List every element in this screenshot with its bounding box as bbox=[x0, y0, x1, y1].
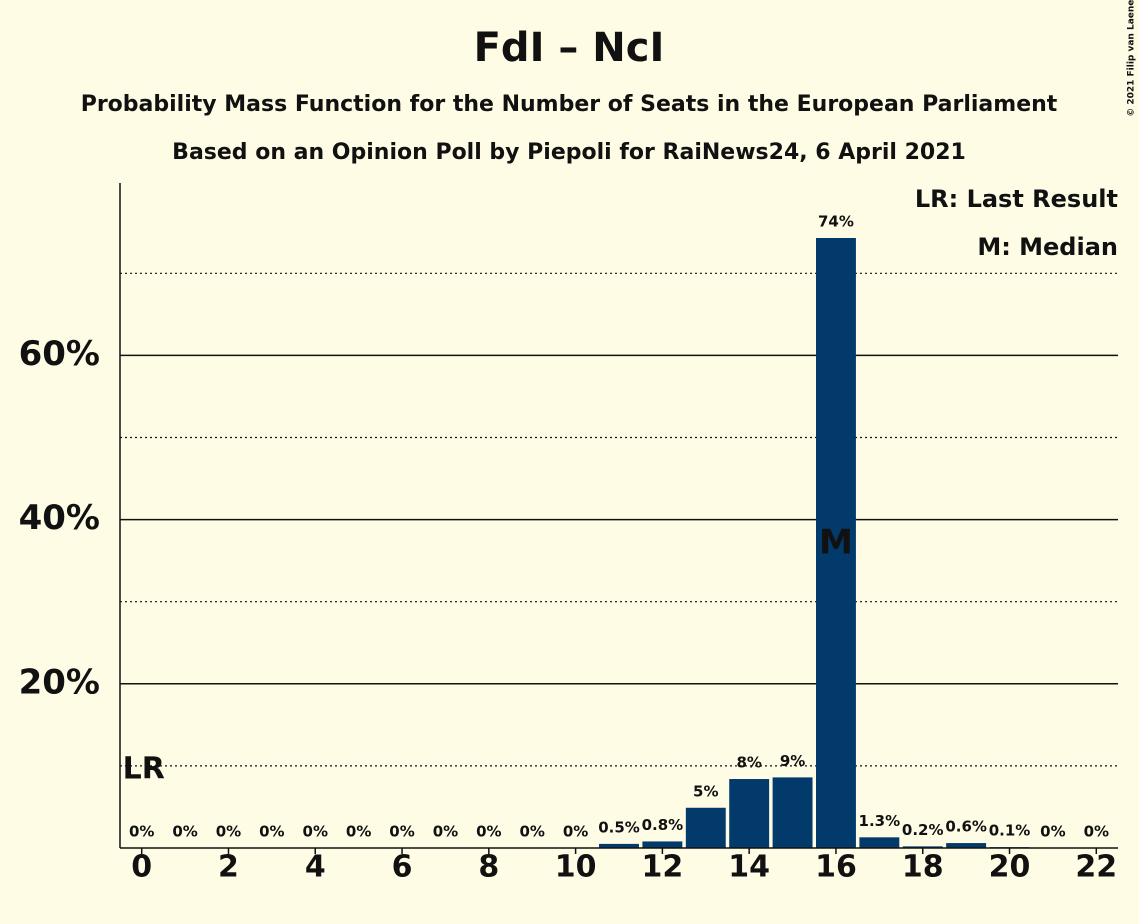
x-tick-label: 0 bbox=[131, 850, 152, 885]
value-label: 8% bbox=[736, 754, 761, 772]
copyright: © 2021 Filip van Laenen bbox=[1127, 0, 1137, 117]
x-tick-label: 10 bbox=[555, 850, 597, 885]
value-label: 0.5% bbox=[598, 818, 640, 836]
value-label: 0% bbox=[1040, 823, 1065, 841]
value-label: 0% bbox=[1084, 823, 1109, 841]
chart-subtitle: Probability Mass Function for the Number… bbox=[81, 92, 1058, 117]
value-label: 0.2% bbox=[902, 821, 944, 839]
annotation: M bbox=[819, 523, 853, 563]
bar bbox=[772, 777, 813, 848]
y-tick-label: 40% bbox=[19, 498, 100, 538]
value-label: 5% bbox=[693, 782, 718, 800]
x-tick-label: 20 bbox=[989, 850, 1031, 885]
bar bbox=[685, 807, 726, 848]
bar bbox=[859, 837, 900, 848]
y-tick-label: 20% bbox=[19, 662, 100, 702]
value-label: 9% bbox=[780, 752, 805, 770]
legend-entry: LR: Last Result bbox=[915, 185, 1118, 213]
value-label: 0% bbox=[346, 823, 371, 841]
chart-title: FdI – NcI bbox=[474, 25, 665, 71]
value-label: 0% bbox=[519, 823, 544, 841]
bar bbox=[599, 843, 639, 848]
bar bbox=[815, 238, 856, 849]
y-tick-label: 60% bbox=[19, 334, 100, 374]
x-tick-label: 6 bbox=[392, 850, 413, 885]
legend-entry: M: Median bbox=[977, 233, 1118, 261]
value-label: 0% bbox=[129, 823, 154, 841]
value-label: 0% bbox=[433, 823, 458, 841]
value-label: 0.8% bbox=[642, 816, 684, 834]
x-tick-label: 22 bbox=[1075, 850, 1117, 885]
value-label: 0% bbox=[172, 823, 197, 841]
value-label: 0% bbox=[389, 823, 414, 841]
x-tick-label: 18 bbox=[902, 850, 944, 885]
value-label: 0% bbox=[563, 823, 588, 841]
value-label: 0% bbox=[303, 823, 328, 841]
bar bbox=[729, 779, 770, 848]
x-tick-label: 14 bbox=[728, 850, 770, 885]
bar bbox=[902, 846, 943, 848]
value-label: 74% bbox=[818, 213, 854, 231]
x-tick-label: 12 bbox=[642, 850, 684, 885]
x-tick-label: 2 bbox=[218, 850, 239, 885]
value-label: 0% bbox=[476, 823, 501, 841]
bar bbox=[946, 843, 987, 848]
value-label: 0% bbox=[259, 823, 284, 841]
x-tick-label: 8 bbox=[478, 850, 499, 885]
chart-subtitle: Based on an Opinion Poll by Piepoli for … bbox=[172, 140, 966, 165]
value-label: 0.1% bbox=[989, 822, 1031, 840]
x-tick-label: 16 bbox=[815, 850, 857, 885]
value-label: 1.3% bbox=[859, 812, 901, 830]
bar bbox=[642, 841, 683, 848]
annotation: LR bbox=[123, 752, 165, 787]
value-label: 0.6% bbox=[945, 818, 987, 836]
x-tick-label: 4 bbox=[305, 850, 326, 885]
value-label: 0% bbox=[216, 823, 241, 841]
